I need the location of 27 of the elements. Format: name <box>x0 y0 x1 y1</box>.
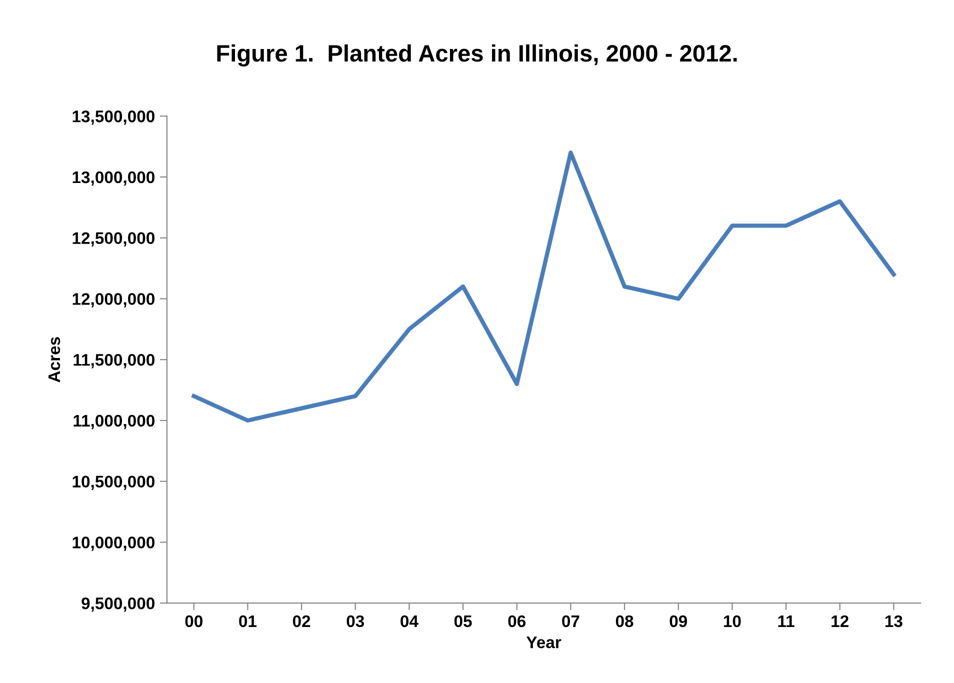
x-tick-label: 07 <box>562 615 580 628</box>
line-series <box>192 150 896 423</box>
chart-title: Figure 1. Planted Acres in Illinois, 2000 - 2012. <box>217 44 737 67</box>
y-tick-label: 11,000,000 <box>74 414 154 430</box>
y-tick-label: 12,500,000 <box>72 232 154 246</box>
x-tick-label: 13 <box>885 615 902 628</box>
y-axis-title: Acres <box>48 337 60 382</box>
y-tick-label: 10,000,000 <box>72 536 154 551</box>
y-tick-label: 11,500,000 <box>74 354 154 368</box>
y-tick-label: 9,500,000 <box>82 597 154 612</box>
y-tick-label: 13,000,000 <box>72 171 154 186</box>
x-tick-label: 08 <box>616 615 634 628</box>
y-tick-label: 10,500,000 <box>72 476 154 490</box>
x-tick-label: 03 <box>346 615 364 628</box>
x-tick-label: 05 <box>454 615 472 628</box>
x-tick-label: 12 <box>832 615 848 627</box>
x-tick-label: 11 <box>778 616 794 627</box>
x-tick-label: 06 <box>508 615 526 628</box>
y-tick-label: 13,500,000 <box>72 110 154 125</box>
x-tick-label: 01 <box>239 615 257 628</box>
x-tick-label: 02 <box>292 615 310 628</box>
x-axis-title: Year <box>526 636 562 648</box>
y-tick-label: 12,000,000 <box>72 293 154 308</box>
x-tick-label: 09 <box>670 615 688 628</box>
x-tick-label: 10 <box>724 615 741 628</box>
x-tick-label: 00 <box>185 615 202 628</box>
x-tick-label: 04 <box>400 615 418 628</box>
